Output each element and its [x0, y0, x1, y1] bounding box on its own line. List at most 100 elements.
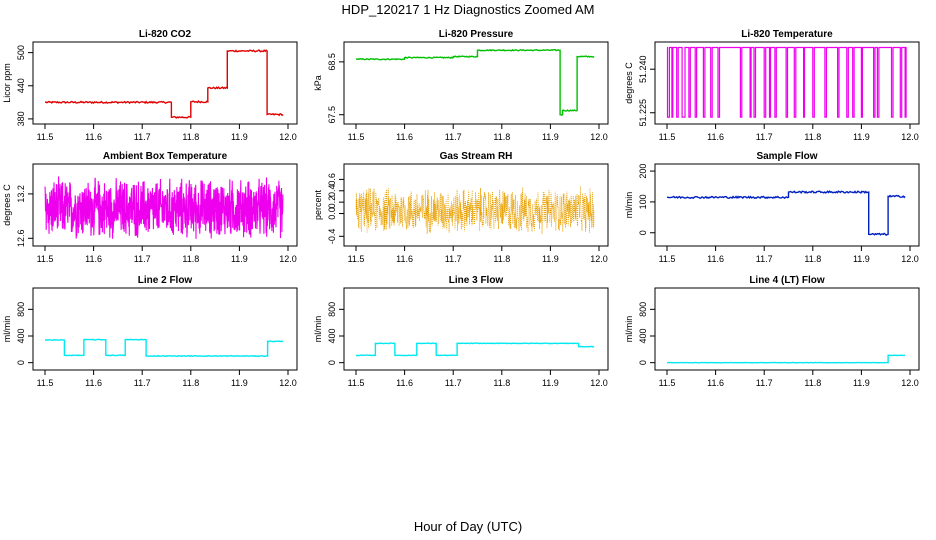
x-tick-label: 12.0	[279, 132, 297, 142]
panel-title: Line 3 Flow	[449, 275, 504, 286]
y-tick-label: 0.0	[327, 207, 337, 220]
y-tick-label: 13.2	[16, 185, 26, 203]
x-tick-label: 12.0	[590, 254, 608, 264]
y-axis-label: percent	[313, 189, 323, 220]
y-tick-label: 0	[327, 360, 337, 365]
x-tick-label: 11.6	[85, 378, 102, 388]
x-axis: 11.5 11.6 11.7 11.8 11.9 12.0	[37, 246, 297, 264]
x-tick-label: 12.0	[901, 254, 919, 264]
y-axis: 0 400 800	[638, 302, 655, 365]
y-axis: 0 400 800	[16, 302, 33, 365]
x-tick-label: 11.9	[231, 378, 248, 388]
series	[355, 48, 595, 116]
x-axis: 11.5 11.6 11.7 11.8 11.9 12.0	[37, 124, 297, 142]
y-axis: 0 100 200	[638, 164, 655, 235]
series	[667, 354, 906, 364]
x-tick-label: 11.5	[348, 132, 365, 142]
panel-title: Line 2 Flow	[138, 275, 193, 286]
series-line	[44, 176, 284, 239]
x-tick-label: 11.9	[853, 378, 870, 388]
y-axis-label: ml/min	[624, 316, 634, 343]
series-line	[355, 48, 595, 116]
panel-7: Line 2 Flow ml/min 11.5 11.6 11.7 11.8 11.9 12.…	[2, 275, 298, 388]
x-tick-label: 11.8	[493, 254, 510, 264]
y-tick-label: 68.5	[327, 53, 337, 71]
y-axis: 0 400 800	[327, 302, 344, 365]
y-axis: -0.4 0.00.20.40.6	[327, 173, 344, 244]
series-line	[45, 338, 284, 358]
y-tick-label: 800	[327, 302, 337, 317]
y-tick-label: -0.4	[327, 229, 337, 245]
x-tick-label: 11.5	[37, 254, 54, 264]
y-tick-label: 200	[638, 164, 648, 179]
plot-frame	[32, 163, 298, 247]
x-tick-label: 11.5	[659, 378, 676, 388]
panel-title: Sample Flow	[756, 151, 817, 162]
panel-title: Li-820 Pressure	[439, 29, 514, 40]
panel-4: Ambient Box Temperature degrees C 11.5 11.6…	[2, 151, 298, 264]
x-axis: 11.5 11.6 11.7 11.8 11.9 12.0	[659, 370, 919, 388]
panel-8: Line 3 Flow ml/min 11.5 11.6 11.7 11.8 11.9 12.…	[313, 275, 609, 388]
x-tick-label: 12.0	[590, 132, 608, 142]
plot-frame	[654, 41, 920, 125]
x-tick-label: 11.7	[134, 132, 151, 142]
x-tick-label: 11.6	[396, 132, 413, 142]
panel-title: Gas Stream RH	[440, 151, 513, 162]
x-axis: 11.5 11.6 11.7 11.8 11.9 12.0	[659, 124, 919, 142]
x-tick-label: 11.8	[804, 378, 821, 388]
x-tick-label: 11.7	[445, 254, 462, 264]
x-tick-label: 11.9	[853, 254, 870, 264]
x-tick-label: 11.6	[396, 378, 413, 388]
plot-frame	[654, 163, 920, 247]
panel-2: Li-820 Pressure kPa 11.5 11.6 11.7 11.8 11.9 12…	[313, 29, 609, 142]
plot-frame	[343, 287, 609, 371]
series	[44, 49, 284, 119]
y-tick-label: 0	[638, 360, 648, 365]
y-tick-label: 440	[16, 78, 26, 93]
y-tick-label: 800	[638, 302, 648, 317]
y-tick-label: 0	[16, 360, 26, 365]
series-line	[666, 46, 907, 118]
x-tick-label: 11.7	[756, 254, 773, 264]
y-axis: 67.5 68.5	[327, 53, 344, 123]
x-tick-label: 11.8	[182, 378, 199, 388]
y-tick-label: 400	[327, 328, 337, 343]
x-axis: 11.5 11.6 11.7 11.8 11.9 12.0	[348, 124, 608, 142]
x-tick-label: 11.9	[231, 254, 248, 264]
panel-title: Ambient Box Temperature	[103, 151, 228, 162]
plot-frame	[32, 41, 298, 125]
x-tick-label: 11.6	[85, 132, 102, 142]
series-line	[355, 342, 595, 357]
series	[44, 176, 284, 239]
panel-5: Gas Stream RH percent 11.5 11.6 11.7 11.8 11.9…	[313, 151, 609, 264]
x-tick-label: 11.5	[659, 254, 676, 264]
x-tick-label: 12.0	[901, 378, 919, 388]
x-tick-label: 12.0	[901, 132, 919, 142]
series	[355, 186, 595, 235]
x-tick-label: 11.9	[853, 132, 870, 142]
x-tick-label: 11.9	[542, 378, 559, 388]
x-tick-label: 11.7	[445, 378, 462, 388]
y-tick-label: 0.4	[327, 185, 337, 198]
series	[45, 338, 284, 358]
figure-title: HDP_120217 1 Hz Diagnostics Zoomed AM	[342, 2, 595, 17]
panel-title: Li-820 CO2	[139, 29, 192, 40]
x-tick-label: 11.8	[182, 132, 199, 142]
x-axis-label: Hour of Day (UTC)	[414, 519, 522, 534]
x-tick-label: 11.9	[542, 254, 559, 264]
series-line	[667, 190, 906, 236]
y-axis-label: Licor ppm	[2, 63, 12, 103]
y-tick-label: 51.225	[638, 99, 648, 127]
x-tick-label: 11.9	[231, 132, 248, 142]
y-tick-label: 500	[16, 45, 26, 60]
y-axis-label: kPa	[313, 75, 323, 91]
x-tick-label: 11.9	[542, 132, 559, 142]
x-tick-label: 11.6	[707, 254, 724, 264]
series-line	[44, 49, 284, 119]
y-tick-label: 800	[16, 302, 26, 317]
y-axis-label: ml/min	[2, 316, 12, 343]
plot-frame	[32, 287, 298, 371]
x-axis: 11.5 11.6 11.7 11.8 11.9 12.0	[37, 370, 297, 388]
